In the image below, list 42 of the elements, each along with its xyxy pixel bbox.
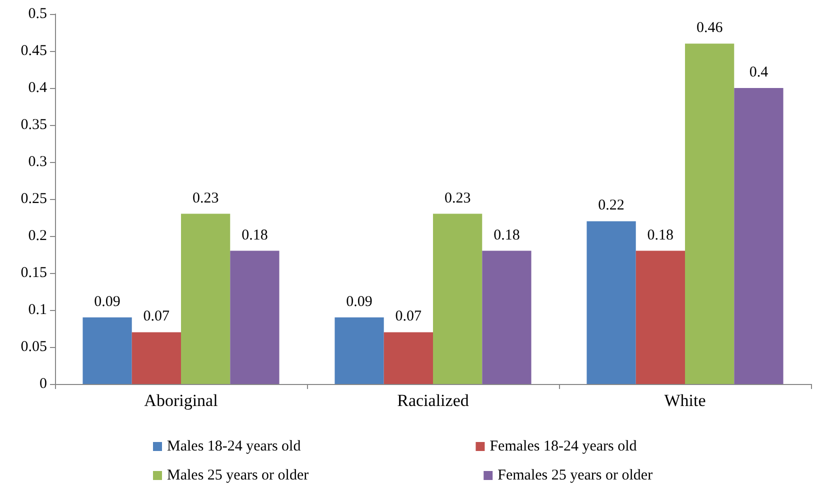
data-label: 0.46 <box>696 20 724 36</box>
legend-label: Females 18-24 years old <box>490 438 638 454</box>
bar <box>636 250 685 384</box>
y-tick-label: 0.45 <box>20 43 47 59</box>
y-tick-label: 0.5 <box>28 6 47 22</box>
y-tick-label: 0.4 <box>28 80 48 96</box>
bar <box>685 44 734 384</box>
data-label: 0.07 <box>395 308 422 325</box>
bar <box>734 88 784 384</box>
legend-label: Males 18-24 years old <box>167 438 302 454</box>
y-tick-label: 0.25 <box>20 191 47 207</box>
y-tick-label: 0.35 <box>20 117 47 133</box>
y-tick-label: 0.1 <box>28 302 47 318</box>
data-label: 0.18 <box>494 227 520 244</box>
x-tick-label: Racialized <box>397 391 470 410</box>
bar <box>433 214 482 384</box>
bar <box>586 221 636 384</box>
data-label: 0.4 <box>749 64 769 80</box>
data-label: 0.22 <box>598 198 624 214</box>
y-tick-label: 0 <box>40 376 47 392</box>
bar <box>132 332 181 384</box>
legend-label: Males 25 years or older <box>167 468 309 484</box>
bar <box>482 250 532 384</box>
bar <box>181 214 230 384</box>
bar <box>82 317 132 384</box>
y-tick-label: 0.2 <box>28 228 47 244</box>
x-tick-label: White <box>664 391 706 410</box>
data-label: 0.18 <box>647 227 674 244</box>
data-label: 0.23 <box>444 190 471 206</box>
data-label: 0.18 <box>242 227 268 244</box>
data-label: 0.07 <box>143 308 170 325</box>
y-tick-label: 0.3 <box>28 154 47 170</box>
data-label: 0.23 <box>192 190 219 206</box>
y-tick-label: 0.15 <box>20 265 47 281</box>
bar <box>334 317 384 384</box>
data-label: 0.09 <box>346 294 372 310</box>
y-tick-label: 0.05 <box>20 339 47 355</box>
bar <box>384 332 433 384</box>
bar <box>230 250 280 384</box>
legend-label: Females 25 years or older <box>498 468 653 484</box>
data-label: 0.09 <box>94 294 120 310</box>
x-tick-label: Aboriginal <box>144 391 218 410</box>
